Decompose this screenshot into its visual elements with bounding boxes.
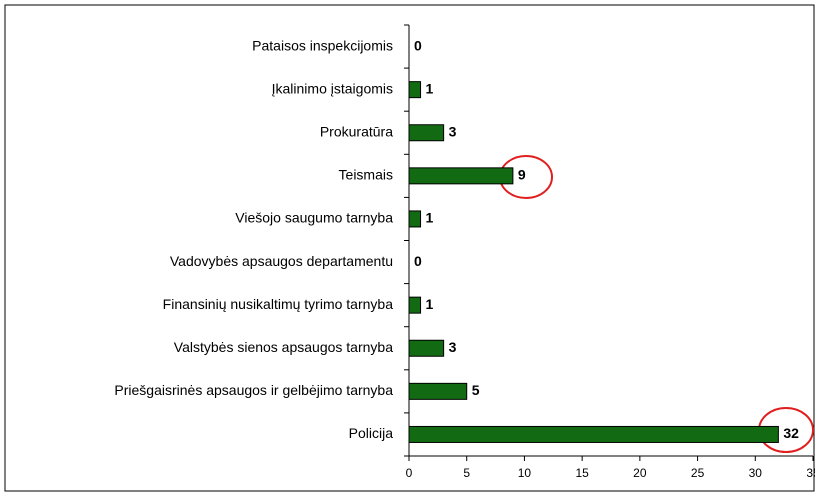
- y-tick-label: Vadovybės apsaugos departamentu: [170, 253, 393, 269]
- x-tick-label: 35: [806, 466, 815, 480]
- bar: [408, 296, 422, 314]
- y-tick-label: Policija: [349, 425, 394, 441]
- x-tick-label: 15: [575, 466, 589, 480]
- y-tick-label: Pataisos inspekcijomis: [252, 37, 393, 53]
- bar: [408, 124, 445, 142]
- y-tick-label: Teismais: [339, 167, 393, 183]
- value-label: 5: [472, 382, 480, 398]
- value-label: 0: [414, 37, 422, 53]
- bar: [408, 167, 514, 185]
- y-tick-label: Priešgaisrinės apsaugos ir gelbėjimo tar…: [114, 382, 393, 398]
- value-label: 1: [426, 296, 434, 312]
- y-tick-label: Prokuratūra: [320, 123, 393, 139]
- x-tick-label: 10: [518, 466, 532, 480]
- bar: [408, 339, 445, 357]
- bar: [408, 425, 779, 443]
- x-tick-label: 25: [691, 466, 705, 480]
- value-label: 32: [783, 425, 799, 441]
- value-label: 0: [414, 253, 422, 269]
- x-tick-label: 30: [749, 466, 763, 480]
- x-tick-label: 5: [463, 466, 470, 480]
- bar: [408, 382, 468, 400]
- y-tick-label: Valstybės sienos apsaugos tarnyba: [174, 339, 393, 355]
- y-tick-label: Finansinių nusikaltimų tyrimo tarnyba: [163, 296, 394, 312]
- value-label: 1: [426, 210, 434, 226]
- bar: [408, 81, 422, 99]
- x-tick-label: 20: [633, 466, 647, 480]
- value-label: 1: [426, 80, 434, 96]
- x-tick-label: 0: [406, 466, 413, 480]
- y-tick-label: Viešojo saugumo tarnyba: [235, 210, 393, 226]
- value-label: 3: [449, 123, 457, 139]
- bar: [408, 210, 422, 228]
- value-label: 3: [449, 339, 457, 355]
- value-label: 9: [518, 167, 526, 183]
- y-tick-label: Įkalinimo įstaigomis: [272, 80, 393, 96]
